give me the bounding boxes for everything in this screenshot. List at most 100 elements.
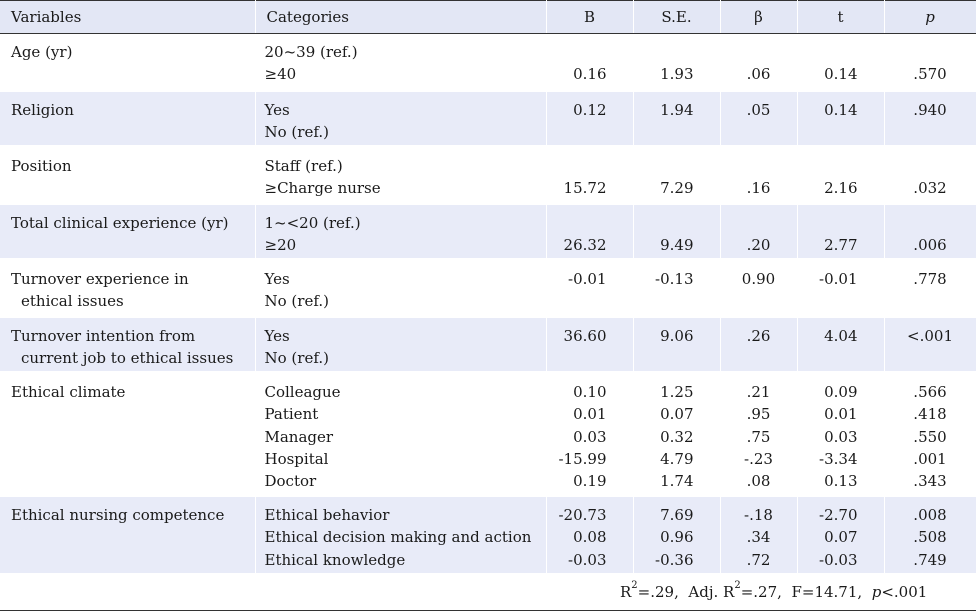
category-label: No (ref.): [264, 292, 329, 311]
se-value: 7.29: [660, 179, 694, 198]
header-b: B: [546, 0, 634, 34]
b-value: [547, 155, 607, 177]
p-value: .032: [913, 179, 947, 198]
category-label: Ethical knowledge: [264, 550, 406, 569]
table-row: Ethical climate Colleague Patient Manager Ho…: [0, 372, 976, 497]
se-value: 4.79: [660, 449, 694, 468]
t-value: 0.14: [824, 101, 858, 119]
t-value-cell: -2.70 0.07 -0.03: [797, 495, 885, 576]
beta-value: .16: [746, 179, 771, 198]
variable-cell: Turnover experience in ethical issues: [0, 259, 256, 318]
p-value: .566: [913, 383, 947, 401]
category-label: Manager: [264, 427, 334, 446]
se-value: -0.13: [655, 270, 694, 288]
table-row: Religion Yes No (ref.) 0.12 1.94 .05 0.14 .940: [0, 90, 976, 148]
beta-value-cell: .26: [720, 316, 798, 374]
se-value-cell: 7.69 0.96 -0.36: [633, 495, 721, 576]
beta-value: .26: [746, 327, 771, 345]
beta-value: .21: [746, 383, 771, 401]
variable-label: Ethical nursing competence: [11, 506, 225, 524]
beta-value: [721, 347, 797, 369]
categories-cell: Staff (ref.) ≥Charge nurse: [255, 146, 547, 205]
se-value: 1.74: [660, 472, 694, 491]
p-value: [885, 347, 976, 369]
category-label: 20~39 (ref.): [264, 43, 358, 61]
category-label: 1~<20 (ref.): [264, 214, 361, 232]
categories-cell: Yes No (ref.): [255, 259, 547, 318]
b-value: -0.01: [568, 270, 607, 288]
category-label: Ethical decision making and action: [264, 528, 532, 547]
t-value: [798, 347, 858, 369]
p-value: <.001: [907, 327, 953, 345]
b-value-cell: 26.32: [546, 203, 634, 261]
b-value: 0.08: [573, 528, 607, 547]
b-value: -0.03: [568, 550, 607, 569]
header-p: p: [884, 0, 976, 34]
p-value: .508: [913, 528, 947, 547]
b-value: -15.99: [558, 449, 607, 468]
t-value: [798, 212, 858, 234]
categories-cell: Colleague Patient Manager Hospital Doctor: [255, 372, 547, 497]
variable-cell: Ethical climate: [0, 372, 256, 497]
se-value: 9.06: [660, 327, 694, 345]
se-value-cell: 9.49: [633, 203, 721, 261]
variable-cell: Position: [0, 146, 256, 205]
variable-label: Age (yr): [11, 43, 73, 61]
category-label: Hospital: [264, 449, 329, 468]
p-value-cell: .566 .418 .550 .001 .343: [884, 372, 976, 497]
b-value: 0.12: [573, 101, 607, 119]
p-value-cell: .570: [884, 33, 976, 92]
se-value: 1.93: [660, 65, 694, 84]
t-value-cell: 0.14: [797, 33, 885, 92]
se-value: [634, 212, 694, 234]
p-value-cell: .778: [884, 259, 976, 318]
variable-cell: Ethical nursing competence: [0, 495, 256, 576]
table-row: Ethical nursing competence Ethical behavi…: [0, 495, 976, 576]
t-value: [798, 41, 858, 63]
b-value-cell: -20.73 0.08 -0.03: [546, 495, 634, 576]
se-value: 7.69: [660, 506, 694, 524]
variable-cell: Age (yr): [0, 33, 256, 92]
table-row: Age (yr) 20~39 (ref.) ≥40 0.16 1.93 .06 0.14 .5…: [0, 33, 976, 92]
categories-cell: 1~<20 (ref.) ≥20: [255, 203, 547, 261]
b-value: 0.19: [573, 472, 607, 491]
p-value: [885, 212, 976, 234]
p-value: [885, 290, 976, 312]
t-value: -0.01: [819, 270, 858, 288]
t-value: 0.09: [824, 383, 858, 401]
beta-value: .08: [746, 472, 771, 491]
p-value: [885, 41, 976, 63]
t-value: 2.77: [824, 236, 858, 255]
t-value: -0.03: [819, 550, 858, 569]
t-value: -3.34: [819, 449, 858, 468]
category-label: Yes: [264, 270, 290, 288]
beta-value: [721, 41, 797, 63]
b-value: 26.32: [563, 236, 607, 255]
category-label: ≥40: [264, 65, 297, 84]
variable-cell: Total clinical experience (yr): [0, 203, 256, 261]
t-value-cell: 0.14: [797, 90, 885, 148]
category-label: ≥20: [264, 236, 297, 255]
beta-value-cell: -.18 .34 .72: [720, 495, 798, 576]
se-value-cell: 1.25 0.07 0.32 4.79 1.74: [633, 372, 721, 497]
t-value: 0.07: [824, 528, 858, 547]
table-row: Turnover experience in ethical issues Yes N…: [0, 259, 976, 318]
beta-value-cell: .20: [720, 203, 798, 261]
b-value: 0.03: [573, 427, 607, 446]
beta-value: [721, 290, 797, 312]
beta-value-cell: .06: [720, 33, 798, 92]
header-beta: β: [720, 0, 798, 34]
beta-value: [721, 121, 797, 143]
b-value: [547, 290, 607, 312]
b-value: 0.01: [573, 405, 607, 424]
p-value-cell: .008 .508 .749: [884, 495, 976, 576]
b-value: 36.60: [563, 327, 607, 345]
beta-value: .05: [746, 101, 771, 119]
se-value: [634, 155, 694, 177]
variable-label: Turnover intention from: [11, 327, 196, 345]
se-value-cell: 1.93: [633, 33, 721, 92]
variable-label: ethical issues: [21, 292, 124, 310]
variable-label: Ethical climate: [11, 383, 126, 401]
b-value-cell: 0.12: [546, 90, 634, 148]
beta-value: .72: [746, 550, 771, 569]
